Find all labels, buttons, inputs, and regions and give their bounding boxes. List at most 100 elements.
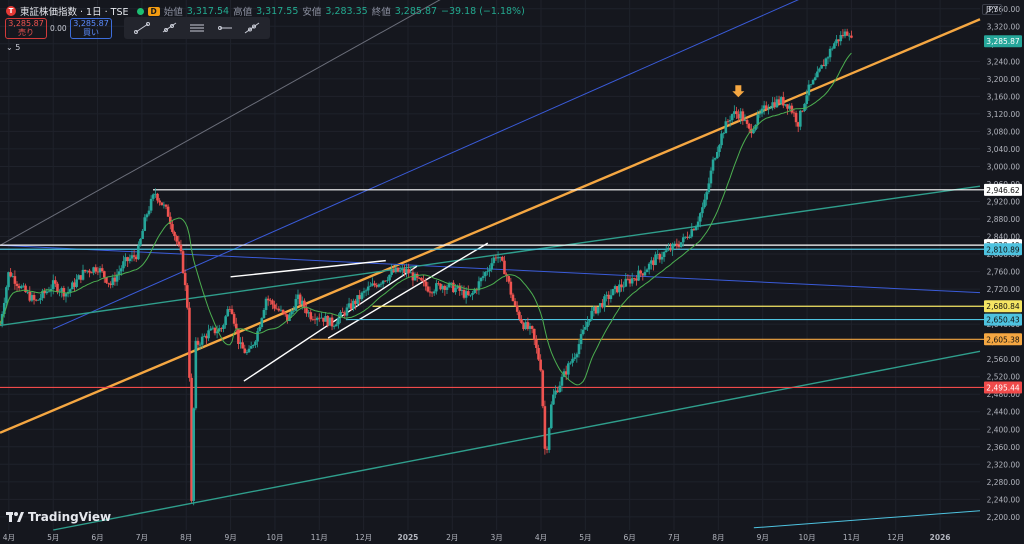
candle-body: [752, 129, 755, 134]
candle-body: [283, 312, 287, 315]
candle-body: [315, 317, 319, 321]
candle-body: [622, 286, 625, 288]
candle-body: [837, 39, 840, 42]
candle-body: [154, 193, 157, 195]
candle-body: [211, 327, 215, 329]
candle-body: [643, 272, 647, 276]
candle-body: [15, 283, 19, 286]
candle-body: [524, 322, 528, 330]
trend-line-teal-mid: [0, 185, 981, 327]
candle-body: [94, 267, 98, 272]
candle-body: [575, 354, 579, 358]
candle-body: [696, 221, 700, 227]
candle-body: [160, 202, 164, 206]
parallel-channel-icon[interactable]: [188, 21, 206, 35]
candle-body: [134, 256, 138, 260]
candle-body: [541, 370, 545, 407]
candle-body: [784, 104, 787, 106]
price-axis-background: [984, 0, 1024, 544]
candle-body: [56, 283, 59, 293]
candle-body: [822, 64, 826, 67]
buy-button[interactable]: 3,285.87 買い: [70, 18, 112, 39]
candle-body: [724, 121, 728, 134]
candle-body: [49, 289, 53, 292]
candle-body: [175, 235, 178, 242]
price-tick-label: 3,080.00: [987, 127, 1021, 136]
candle-body: [645, 269, 649, 273]
candle-body: [673, 243, 677, 245]
candle-body: [324, 316, 327, 322]
trend-line-icon[interactable]: [133, 21, 151, 35]
candle-body: [188, 307, 191, 378]
buy-price: 3,285.87: [73, 19, 109, 28]
price-tick-label: 2,480.00: [987, 390, 1021, 399]
trend-line-white-short-top: [327, 242, 489, 339]
candle-body: [75, 279, 78, 287]
candle-body: [615, 286, 619, 293]
extended-line-icon[interactable]: [243, 21, 261, 35]
ray-icon[interactable]: [160, 21, 178, 35]
candle-body: [471, 292, 474, 295]
candle-body: [400, 268, 404, 271]
candle-body: [449, 282, 453, 284]
candle-body: [792, 112, 796, 114]
candle-body: [124, 257, 127, 262]
level-label-box: [984, 333, 1022, 346]
currency-selector[interactable]: JPY: [982, 4, 1002, 15]
candle-body: [598, 303, 602, 308]
level-label: 2,810.89: [986, 245, 1020, 254]
candle-body: [0, 324, 2, 325]
candle-body: [200, 336, 204, 345]
candle-body: [139, 238, 142, 246]
candle-body: [51, 280, 55, 290]
candle-body: [262, 309, 266, 319]
candle-body: [292, 310, 296, 312]
candle-body: [337, 317, 340, 325]
time-tick-label: 11月: [843, 533, 860, 542]
candle-body: [222, 325, 225, 329]
candle-body: [366, 286, 370, 291]
symbol-name[interactable]: 東証株価指数 · 1日 · TSE: [20, 7, 129, 18]
candle-body: [422, 280, 425, 282]
candle-body: [522, 322, 525, 330]
candle-body: [739, 111, 743, 119]
brand-name: TradingView: [28, 510, 112, 524]
horizontal-ray-icon[interactable]: [216, 21, 234, 35]
buy-label: 買い: [83, 28, 99, 37]
candle-body: [41, 290, 44, 299]
candle-body: [390, 270, 393, 275]
candle-body: [122, 261, 125, 269]
candle-body: [81, 269, 85, 280]
trend-line-blue-down: [0, 244, 981, 294]
low-label: 安値: [302, 7, 322, 18]
time-tick-label: 9月: [757, 533, 769, 542]
candle-body: [47, 291, 51, 293]
candle-body: [824, 58, 828, 67]
candle-body: [19, 286, 23, 289]
trend-line-white-wedge-top: [230, 259, 386, 278]
candle-body: [226, 309, 230, 317]
candle-body: [17, 285, 21, 289]
candle-body: [747, 123, 751, 129]
candle-body: [458, 285, 462, 291]
candle-body: [769, 107, 772, 109]
candle-body: [562, 371, 566, 377]
candle-body: [443, 285, 447, 290]
candle-body: [294, 298, 298, 311]
candle-body: [432, 291, 436, 294]
candle-body: [43, 290, 46, 294]
candle-body: [349, 303, 353, 309]
candle-body: [377, 284, 381, 287]
price-tick-label: 2,840.00: [987, 233, 1021, 242]
candle-body: [194, 340, 198, 409]
candle-body: [424, 281, 428, 287]
candle-body: [737, 114, 740, 119]
price-tick-label: 3,200.00: [987, 75, 1021, 84]
sell-button[interactable]: 3,285.87 売り: [5, 18, 47, 39]
candle-body: [594, 306, 598, 314]
candle-body: [781, 97, 785, 106]
candle-body: [92, 267, 95, 273]
candle-body: [624, 278, 628, 287]
indicator-toggle[interactable]: ⌄ 5: [6, 43, 21, 52]
